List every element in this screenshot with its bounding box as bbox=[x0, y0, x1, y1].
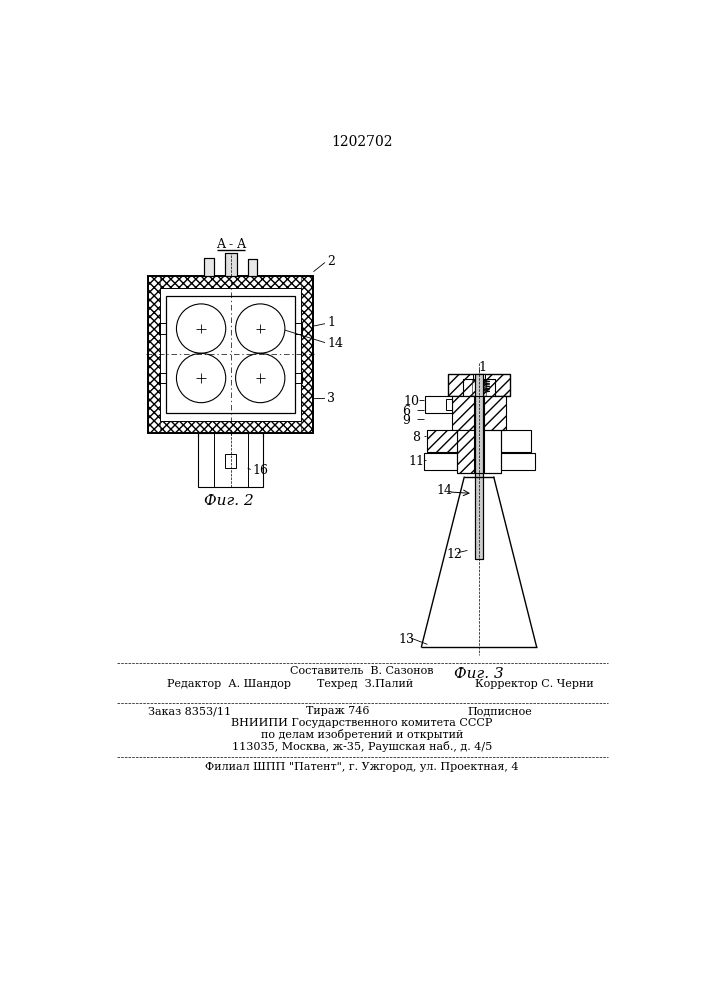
Text: 16: 16 bbox=[252, 464, 268, 477]
Bar bbox=[295, 323, 302, 334]
Bar bbox=[486, 379, 495, 396]
Bar bbox=[484, 396, 506, 430]
Bar bbox=[204, 258, 214, 276]
Text: 10: 10 bbox=[404, 395, 419, 408]
Text: по делам изобретений и открытий: по делам изобретений и открытий bbox=[261, 729, 463, 740]
Bar bbox=[428, 430, 457, 452]
Bar bbox=[475, 374, 483, 559]
Text: 8: 8 bbox=[412, 431, 420, 444]
Bar bbox=[473, 374, 485, 380]
Text: 12: 12 bbox=[447, 548, 462, 561]
Bar bbox=[448, 374, 510, 396]
Bar bbox=[424, 453, 457, 470]
Bar bbox=[463, 379, 495, 396]
Text: ВНИИПИ Государственного комитета СССР: ВНИИПИ Государственного комитета СССР bbox=[231, 718, 493, 728]
Bar bbox=[463, 379, 472, 396]
Bar bbox=[452, 396, 474, 430]
Bar bbox=[148, 276, 313, 433]
Bar bbox=[425, 396, 452, 413]
Text: Фиг. 3: Фиг. 3 bbox=[454, 667, 504, 681]
Text: 1: 1 bbox=[479, 361, 487, 374]
Bar bbox=[301, 276, 313, 433]
Bar bbox=[484, 430, 501, 473]
Bar bbox=[247, 259, 257, 276]
Text: 14: 14 bbox=[327, 337, 344, 350]
Text: Филиал ШПП "Патент", г. Ужгород, ул. Проектная, 4: Филиал ШПП "Патент", г. Ужгород, ул. Про… bbox=[205, 762, 519, 772]
Bar bbox=[457, 430, 474, 473]
Bar bbox=[295, 373, 302, 383]
Bar bbox=[448, 374, 510, 396]
Text: 13: 13 bbox=[398, 633, 414, 646]
Bar bbox=[247, 259, 257, 276]
Text: 3: 3 bbox=[327, 392, 335, 405]
Bar bbox=[457, 430, 474, 473]
Bar bbox=[452, 396, 474, 430]
Text: Составитель  В. Сазонов: Составитель В. Сазонов bbox=[290, 666, 433, 676]
Text: Тираж 746: Тираж 746 bbox=[305, 706, 369, 716]
Bar bbox=[160, 323, 166, 334]
Text: 14: 14 bbox=[437, 484, 452, 497]
Text: Техред  З.Палий: Техред З.Палий bbox=[317, 679, 414, 689]
Bar bbox=[501, 453, 535, 470]
Bar bbox=[225, 253, 237, 276]
Text: Редактор  А. Шандор: Редактор А. Шандор bbox=[167, 679, 291, 689]
Bar bbox=[428, 430, 457, 452]
Text: 9: 9 bbox=[402, 414, 410, 427]
Bar bbox=[199, 433, 263, 487]
Bar bbox=[160, 288, 301, 421]
Text: 1202702: 1202702 bbox=[331, 135, 392, 149]
Text: Подписное: Подписное bbox=[467, 706, 532, 716]
Bar bbox=[148, 276, 313, 288]
Bar bbox=[225, 253, 237, 276]
Bar bbox=[160, 373, 166, 383]
Text: 6: 6 bbox=[402, 405, 410, 418]
Text: 113035, Москва, ж-35, Раушская наб., д. 4/5: 113035, Москва, ж-35, Раушская наб., д. … bbox=[232, 741, 492, 752]
Text: Корректор С. Черни: Корректор С. Черни bbox=[475, 679, 594, 689]
Bar bbox=[204, 258, 214, 276]
Bar bbox=[226, 454, 236, 468]
Text: Фиг. 2: Фиг. 2 bbox=[204, 494, 254, 508]
Text: 11: 11 bbox=[409, 455, 425, 468]
Text: 2: 2 bbox=[327, 255, 335, 268]
Bar bbox=[446, 399, 452, 410]
Bar bbox=[501, 430, 530, 452]
Bar bbox=[475, 374, 483, 559]
Bar bbox=[148, 421, 313, 433]
Text: Заказ 8353/11: Заказ 8353/11 bbox=[148, 706, 231, 716]
Text: 1: 1 bbox=[327, 316, 335, 329]
Bar bbox=[484, 396, 506, 430]
Text: A - A: A - A bbox=[216, 238, 246, 251]
Bar bbox=[166, 296, 295, 413]
Bar bbox=[148, 276, 160, 433]
